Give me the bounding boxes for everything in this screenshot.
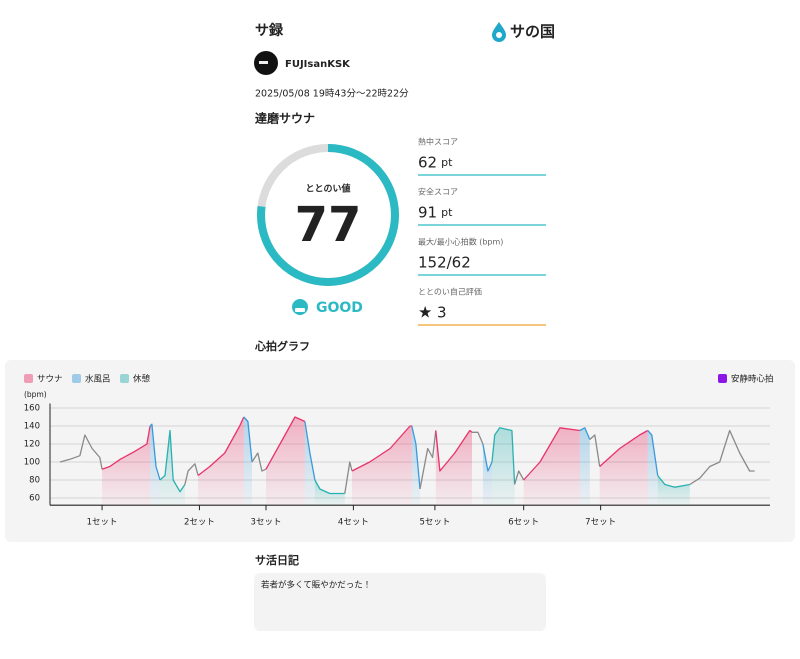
metric-unit: pt bbox=[441, 156, 453, 169]
metric-label: 熱中スコア bbox=[418, 137, 458, 147]
heart-rate-line bbox=[59, 434, 103, 470]
metric-value: 91 pt bbox=[418, 204, 453, 222]
metric-value: 62 pt bbox=[418, 154, 453, 172]
star-icon: ★ bbox=[418, 303, 432, 322]
metric-value: 152/62 bbox=[418, 254, 471, 272]
heart-rate-line bbox=[101, 425, 151, 470]
heart-rate-line bbox=[411, 425, 421, 490]
phase-area bbox=[150, 424, 160, 506]
phase-area bbox=[657, 475, 690, 506]
metric-label: ととのい自己評価 bbox=[418, 287, 482, 297]
heart-rate-line bbox=[314, 479, 345, 495]
phase-area bbox=[579, 427, 590, 506]
user-name[interactable]: FUJIsanKSK bbox=[285, 59, 351, 70]
phase-area bbox=[352, 426, 412, 506]
visit-date: 2025/05/08 19時43分〜22時22分 bbox=[255, 89, 409, 100]
heart-rate-line bbox=[689, 429, 755, 486]
facility-name[interactable]: 達磨サウナ bbox=[255, 111, 315, 126]
x-tick-label: 6セット bbox=[508, 518, 539, 528]
heart-rate-line bbox=[197, 416, 245, 477]
heart-rate-line bbox=[243, 416, 253, 463]
phase-area bbox=[304, 421, 315, 506]
metric-value: 3 bbox=[437, 304, 447, 322]
legend-label: サウナ bbox=[37, 375, 63, 385]
score-value: 77 bbox=[295, 197, 362, 253]
heart-rate-line bbox=[523, 427, 580, 481]
heart-rate-line bbox=[149, 423, 161, 481]
heart-rate-line bbox=[159, 429, 186, 493]
metric-label: 最大/最小心拍数 (bpm) bbox=[418, 237, 503, 247]
rating-icon bbox=[292, 299, 308, 315]
heart-rate-line bbox=[344, 461, 353, 494]
score-label: ととのい値 bbox=[306, 183, 351, 195]
heart-rate-line bbox=[435, 429, 473, 472]
phase-area bbox=[102, 426, 151, 506]
legend-label: 安静時心拍 bbox=[731, 374, 774, 385]
phase-area bbox=[523, 427, 580, 506]
logo-icon-dot bbox=[496, 32, 502, 38]
y-tick-label: 160 bbox=[24, 404, 40, 414]
legend-swatch bbox=[72, 374, 81, 383]
metric-label: 安全スコア bbox=[418, 187, 458, 197]
phase-area bbox=[160, 430, 185, 506]
diary-box bbox=[254, 573, 546, 631]
phase-area bbox=[647, 430, 658, 506]
logo-text[interactable]: サの国 bbox=[510, 23, 555, 41]
y-tick-label: 120 bbox=[24, 440, 40, 450]
heart-rate-line bbox=[265, 416, 306, 470]
x-tick-label: 4セット bbox=[338, 518, 369, 528]
phase-area bbox=[266, 417, 305, 506]
legend-swatch bbox=[24, 374, 33, 383]
heart-rate-line bbox=[657, 475, 690, 488]
x-tick-label: 5セット bbox=[419, 518, 450, 528]
x-tick-label: 7セット bbox=[585, 518, 616, 528]
x-tick-label: 2セット bbox=[184, 518, 215, 528]
heart-rate-line bbox=[647, 430, 659, 476]
chart-title: 心拍グラフ bbox=[254, 339, 310, 353]
x-tick-label: 1セット bbox=[87, 518, 118, 528]
y-tick-label: 100 bbox=[24, 458, 40, 468]
phase-area bbox=[435, 430, 472, 506]
page-title: サ録 bbox=[255, 22, 284, 39]
phase-area bbox=[599, 430, 648, 506]
heart-rate-line bbox=[513, 470, 525, 485]
rating-icon-face bbox=[295, 308, 305, 312]
phase-area bbox=[411, 426, 420, 506]
score-ring bbox=[257, 144, 399, 286]
y-tick-label: 140 bbox=[24, 422, 40, 432]
phase-area bbox=[492, 427, 515, 506]
legend-label: 休憩 bbox=[133, 374, 151, 385]
heart-rate-line bbox=[599, 429, 649, 467]
heart-rate-line bbox=[184, 463, 199, 485]
x-tick-label: 3セット bbox=[251, 518, 282, 528]
legend-label: 水風呂 bbox=[85, 374, 111, 385]
diary-text: 若者が多くて賑やかだった！ bbox=[261, 580, 371, 591]
phase-area bbox=[198, 417, 244, 506]
heart-rate-line bbox=[579, 427, 591, 440]
diary-title: サ活日記 bbox=[255, 553, 299, 567]
chart: サウナ 水風呂 休憩 安静時心拍 (bpm) 60 80 100 120 140 160 1セット 2セ… bbox=[24, 374, 774, 528]
y-tick-label: 60 bbox=[29, 494, 40, 504]
rating: GOOD bbox=[316, 300, 363, 316]
y-tick-label: 80 bbox=[29, 476, 40, 486]
heart-rate-line bbox=[589, 434, 601, 467]
heart-rate-line bbox=[482, 443, 493, 472]
heart-rate-line bbox=[419, 430, 437, 490]
heart-rate-line bbox=[251, 452, 267, 472]
avatar-figure bbox=[259, 61, 268, 64]
legend-swatch bbox=[120, 374, 129, 383]
metric-unit: pt bbox=[441, 206, 453, 219]
phase-area bbox=[314, 480, 345, 506]
heart-rate-line bbox=[491, 427, 516, 485]
phase-area bbox=[243, 417, 252, 506]
y-axis-label: (bpm) bbox=[24, 390, 47, 399]
heart-rate-line bbox=[351, 425, 412, 472]
legend-swatch bbox=[718, 374, 727, 383]
heart-rate-line bbox=[304, 421, 316, 481]
metrics: 熱中スコア 62 pt 安全スコア 91 pt 最大/最小心拍数 (bpm) 152/62 とと… bbox=[418, 137, 546, 326]
heart-rate-line bbox=[472, 431, 484, 445]
